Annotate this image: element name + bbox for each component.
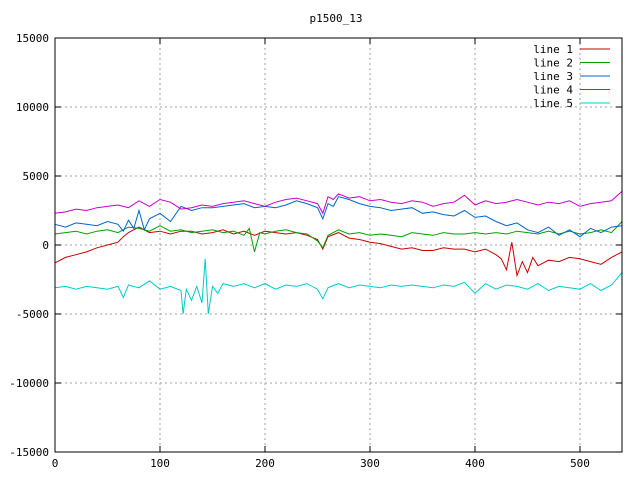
- legend-label-4: line 4: [533, 84, 573, 97]
- y-tick-label: 15000: [16, 32, 49, 45]
- chart-title: p1500_13: [310, 12, 363, 25]
- y-tick-label: -15000: [9, 446, 49, 459]
- legend-label-2: line 2: [533, 57, 573, 70]
- y-tick-label: 0: [42, 239, 49, 252]
- series-layer: [54, 190, 623, 315]
- y-tick-label: 10000: [16, 101, 49, 114]
- x-tick-label: 200: [255, 457, 275, 470]
- y-tick-label: -10000: [9, 377, 49, 390]
- x-tick-label: 400: [465, 457, 485, 470]
- series-line-3: [54, 196, 623, 238]
- series-line-1: [54, 226, 623, 278]
- y-tick-label: -5000: [16, 308, 49, 321]
- legend-label-1: line 1: [533, 43, 573, 56]
- axis-ticks: 0 100 200 300 400 500 -15000 -10000 -5000 0 5000 10…: [9, 32, 622, 470]
- series-line-2: [54, 221, 623, 253]
- x-tick-label: 100: [150, 457, 170, 470]
- x-tick-label: 300: [360, 457, 380, 470]
- legend-label-3: line 3: [533, 70, 573, 83]
- x-tick-label: 0: [52, 457, 59, 470]
- x-tick-label: 500: [570, 457, 590, 470]
- legend-label-5: line 5: [533, 97, 573, 110]
- series-line-5: [54, 258, 623, 315]
- grid: [55, 38, 622, 452]
- series-line-4: [54, 190, 623, 215]
- y-tick-label: 5000: [23, 170, 50, 183]
